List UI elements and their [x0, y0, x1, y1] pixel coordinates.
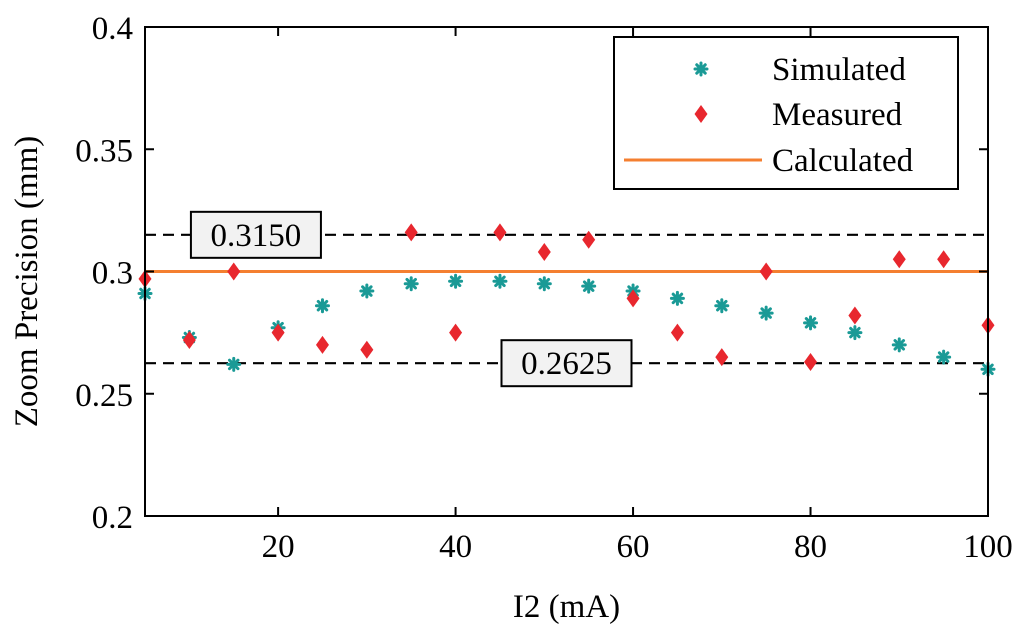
simulated-point [936, 349, 952, 365]
measured-point [360, 340, 374, 359]
annotation-label: 0.2625 [521, 346, 612, 382]
simulated-point [403, 276, 419, 292]
legend-label: Simulated [772, 52, 906, 88]
simulated-point [803, 315, 819, 331]
x-tick-label: 100 [963, 529, 1013, 565]
simulated-point [448, 273, 464, 289]
y-tick-label: 0.3 [92, 256, 133, 292]
x-tick-label: 40 [439, 529, 472, 565]
simulated-point [492, 273, 508, 289]
y-tick-label: 0.35 [75, 133, 133, 169]
x-axis-title: I2 (mA) [513, 589, 620, 625]
y-tick-label: 0.25 [75, 378, 133, 414]
legend-label: Calculated [772, 143, 914, 179]
x-tick-label: 20 [262, 529, 295, 565]
legend-box [613, 36, 959, 190]
simulated-point [359, 283, 375, 299]
measured-point [626, 289, 640, 308]
annotation-box [189, 210, 322, 259]
simulated-point [891, 337, 907, 353]
simulated-point [581, 278, 597, 294]
y-tick-label: 0.4 [92, 11, 133, 47]
simulated-point [714, 298, 730, 314]
measured-point [182, 330, 196, 349]
measured-point [759, 262, 773, 281]
measured-point [715, 348, 729, 367]
measured-point [848, 306, 862, 325]
simulated-point [758, 305, 774, 321]
simulated-point [314, 298, 330, 314]
measured-point [892, 250, 906, 269]
annotation-label: 0.3150 [211, 218, 302, 254]
measured-point [804, 352, 818, 371]
legend-measured-marker [694, 105, 708, 123]
simulated-point [226, 356, 242, 372]
measured-point [449, 323, 463, 342]
legend: Simulated Measured Calculated [613, 36, 959, 190]
measured-point [937, 250, 951, 269]
measured-point [227, 262, 241, 281]
simulated-point [536, 276, 552, 292]
y-axis-title: Zoom Precision (mm) [9, 136, 45, 427]
simulated-point [669, 290, 685, 306]
x-tick-label: 80 [794, 529, 827, 565]
legend-label: Measured [772, 97, 903, 133]
measured-point [271, 323, 285, 342]
measured-point [537, 242, 551, 261]
legend-simulated-marker [693, 61, 709, 77]
plot-frame [144, 26, 989, 517]
simulated-point [847, 325, 863, 341]
measured-point [315, 335, 329, 354]
annotation-box [500, 339, 633, 388]
y-tick-label: 0.2 [92, 500, 133, 536]
measured-point [404, 223, 418, 242]
x-tick-label: 60 [617, 529, 650, 565]
measured-point [670, 323, 684, 342]
measured-point [493, 223, 507, 242]
measured-point [582, 230, 596, 249]
